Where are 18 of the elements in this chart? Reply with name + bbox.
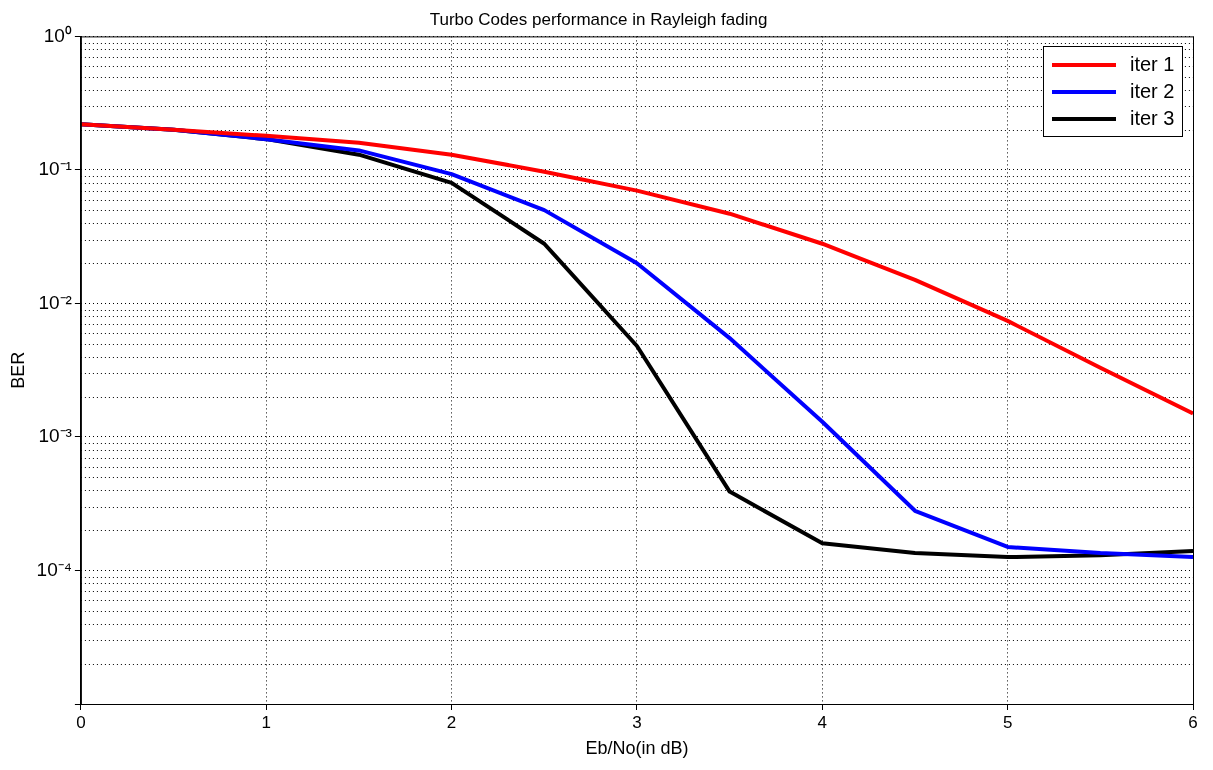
x-tick-label: 4 [817,712,828,732]
y-tick-label: 10⁻⁴ [36,558,72,580]
legend-label: iter 3 [1130,107,1175,131]
x-tick-label: 5 [1002,712,1013,732]
chart-title: Turbo Codes performance in Rayleigh fading [429,9,768,29]
x-tick-label: 1 [261,712,271,732]
y-tick-label: 10⁻² [38,291,72,313]
y-tick-label: 10⁰ [43,24,72,46]
y-tick-label: 10⁻³ [38,425,72,447]
x-axis-title: Eb/No(in dB) [585,738,689,759]
x-tick-label: 3 [632,712,642,732]
x-tick-label: 6 [1188,712,1198,732]
y-tick-label: 10⁻¹ [38,158,72,180]
y-axis-title: BER [7,351,28,389]
legend-label: iter 1 [1130,53,1175,77]
legend-label: iter 2 [1130,80,1175,104]
x-tick-label: 0 [76,712,86,732]
x-tick-label: 2 [446,712,457,732]
